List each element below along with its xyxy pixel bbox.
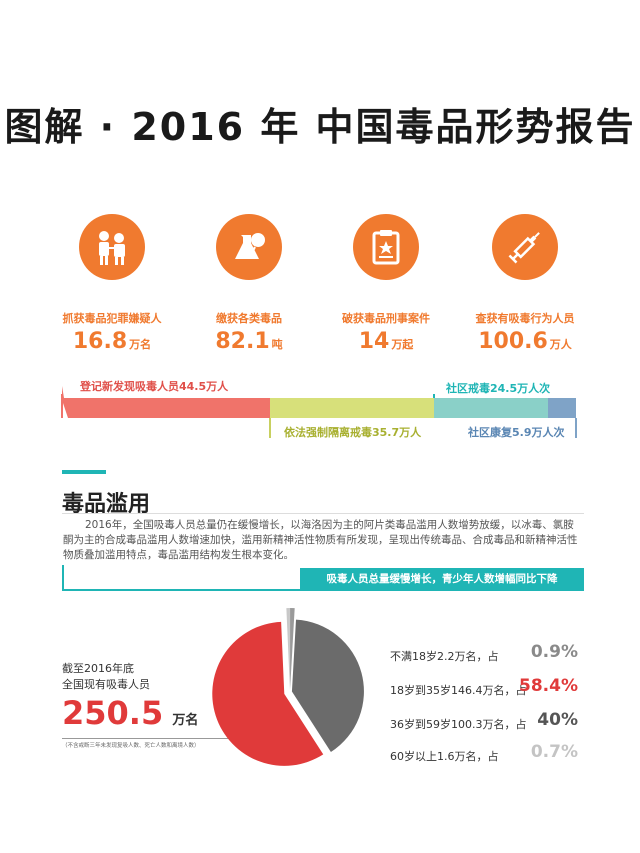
age-row-under18: 不满18岁2.2万名，占 0.9% [390, 642, 590, 666]
stat-seized: 缴获各类毒品 82.1 吨 [179, 214, 319, 354]
banner-text: 吸毒人员总量缓慢增长，青少年人数增幅同比下降 [300, 568, 584, 590]
stat-unit: 万名 [129, 338, 152, 351]
summary-total: 250.5 万名 [62, 694, 198, 732]
stat-suspects: 抓获毒品犯罪嫌疑人 16.8 万名 [42, 214, 182, 354]
age-percent: 40% [537, 710, 578, 730]
pie-slice-18-35 [212, 621, 324, 766]
stat-value: 82.1 [215, 329, 270, 354]
summary-value: 250.5 [62, 694, 164, 732]
stat-label: 查获有吸毒行为人员 [475, 312, 575, 325]
summary-unit: 万名 [172, 713, 199, 728]
pie-slice-60plus [286, 608, 290, 691]
stat-label: 缴获各类毒品 [216, 312, 282, 325]
stat-cases: 破获毒品刑事案件 14 万起 [316, 214, 456, 354]
age-percent: 0.7% [530, 742, 578, 762]
summary-line1: 截至2016年底 [62, 662, 134, 675]
bar-label-compulsory: 依法强制隔离戒毒35.7万人 [284, 426, 422, 439]
stat-label: 抓获毒品犯罪嫌疑人 [62, 312, 162, 325]
section-heading: 毒品滥用 [62, 492, 151, 517]
age-percent: 0.9% [530, 642, 578, 662]
stat-label: 破获毒品刑事案件 [342, 312, 430, 325]
stat-value: 14 [358, 329, 390, 354]
bar-segment-new-users [62, 398, 270, 418]
bar-segment-rehab [548, 398, 576, 418]
age-percent: 58.4% [519, 676, 578, 696]
stat-users: 查获有吸毒行为人员 100.6 万人 [455, 214, 595, 354]
bar-segment-compulsory [270, 398, 434, 418]
stat-unit: 万人 [549, 338, 572, 351]
bar-label-community: 社区戒毒24.5万人次 [446, 382, 551, 395]
divider [62, 513, 584, 514]
syringe-icon [492, 214, 558, 280]
summary-line2: 全国现有吸毒人员 [62, 678, 150, 691]
drug-flask-icon [216, 214, 282, 280]
stat-value: 100.6 [478, 329, 548, 354]
stat-unit: 万起 [391, 338, 414, 351]
age-pie-chart [212, 608, 364, 766]
age-label: 36岁到59岁100.3万名，占 [390, 718, 527, 731]
section-paragraph: 2016年，全国吸毒人员总量仍在缓慢增长，以海洛因为主的阿片类毒品滥用人数增势放… [63, 519, 578, 561]
pie-slice-36-59 [291, 619, 364, 753]
bar-label-new-users: 登记新发现吸毒人员44.5万人 [80, 380, 229, 393]
age-label: 60岁以上1.6万名，占 [390, 750, 499, 763]
age-row-36-59: 36岁到59岁100.3万名，占 40% [390, 710, 590, 734]
summary-note: （不含戒断三年未发现复吸人数、死亡人数和离境人数） [62, 738, 242, 749]
bar-segment-community [434, 398, 548, 418]
clipboard-star-icon [353, 214, 419, 280]
treatment-bar [61, 386, 577, 438]
age-label: 18岁到35岁146.4万名，占 [390, 684, 527, 697]
police-arrest-icon [79, 214, 145, 280]
age-row-60plus: 60岁以上1.6万名，占 0.7% [390, 742, 590, 766]
section-accent-line [62, 470, 106, 474]
pie-slice-under18 [290, 608, 295, 691]
page-title: 图解 · 2016 年 中国毒品形势报告 [4, 105, 636, 149]
age-label: 不满18岁2.2万名，占 [390, 650, 499, 663]
age-row-18-35: 18岁到35岁146.4万名，占 58.4% [390, 676, 590, 700]
banner-frame [62, 565, 584, 591]
stat-value: 16.8 [72, 329, 128, 354]
stat-unit: 吨 [271, 338, 283, 351]
bar-label-rehab: 社区康复5.9万人次 [468, 426, 565, 439]
